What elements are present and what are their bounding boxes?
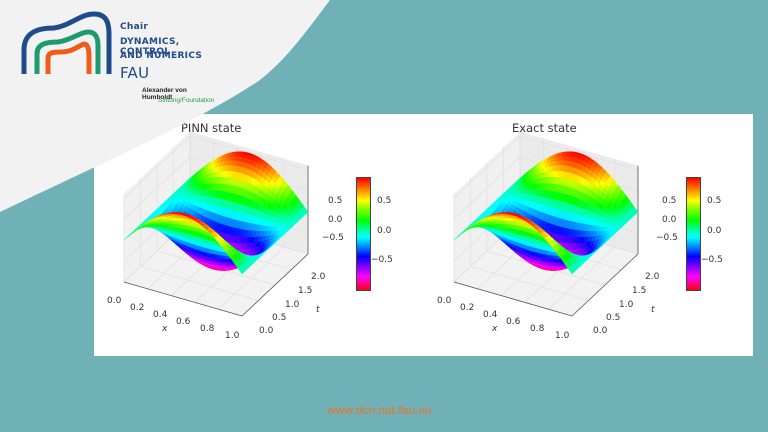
z-tick: 0.0 bbox=[662, 215, 677, 225]
z-tick: −0.5 bbox=[656, 233, 678, 243]
logo-line-fau: FAU bbox=[120, 64, 150, 82]
plot-title: PINN state bbox=[181, 121, 242, 135]
surface-plot-exact bbox=[453, 131, 639, 317]
x-tick: 0.4 bbox=[153, 310, 168, 320]
t-tick: 0.5 bbox=[606, 313, 621, 323]
x-axis-label: x bbox=[162, 324, 168, 334]
surface-plot-pinn bbox=[123, 131, 309, 317]
x-tick: 0.6 bbox=[176, 317, 191, 327]
x-tick: 0.2 bbox=[130, 303, 145, 313]
t-axis-label: t bbox=[316, 305, 320, 315]
dcn-arch-logo-icon bbox=[21, 11, 112, 74]
humboldt-label: Alexander von Humboldt bbox=[142, 87, 187, 101]
colorbar-tick: 0.5 bbox=[377, 196, 392, 206]
x-tick: 0.8 bbox=[200, 324, 215, 334]
colorbar bbox=[686, 177, 701, 291]
logo-line-chair: Chair bbox=[120, 22, 149, 32]
x-tick: 0.4 bbox=[483, 310, 498, 320]
z-tick: 0.0 bbox=[328, 215, 343, 225]
plot-pinn-state: PINN state 0.5 0.0 −0.5 0.0 0.2 0.4 0.6 … bbox=[94, 114, 424, 356]
stiftung-label: Stiftung/Foundation bbox=[158, 97, 215, 104]
z-tick: 0.5 bbox=[662, 196, 677, 206]
t-tick: 0.0 bbox=[593, 326, 608, 336]
t-tick: 2.0 bbox=[645, 272, 660, 282]
x-tick: 0.2 bbox=[460, 303, 475, 313]
colorbar-tick: −0.5 bbox=[371, 255, 393, 265]
z-tick: 0.5 bbox=[328, 196, 343, 206]
t-tick: 1.0 bbox=[619, 300, 634, 310]
t-tick: 1.0 bbox=[285, 300, 300, 310]
t-tick: 0.0 bbox=[259, 326, 274, 336]
colorbar-tick: 0.0 bbox=[377, 226, 392, 236]
t-tick: 1.5 bbox=[298, 286, 313, 296]
logo-line-dynamics: DYNAMICS, CONTROL bbox=[120, 37, 180, 57]
t-tick: 0.5 bbox=[272, 313, 287, 323]
chair-logo: Chair DYNAMICS, CONTROL AND NUMERICS FAU… bbox=[14, 8, 215, 104]
colorbar-tick: 0.5 bbox=[707, 196, 722, 206]
x-tick: 1.0 bbox=[555, 331, 570, 341]
t-tick: 2.0 bbox=[311, 272, 326, 282]
x-tick: 0.6 bbox=[506, 317, 521, 327]
footer-url-link[interactable]: www.dcn.nat.fau.eu bbox=[327, 403, 432, 417]
plot-title: Exact state bbox=[512, 121, 577, 135]
x-tick: 1.0 bbox=[225, 331, 240, 341]
x-axis-label: x bbox=[492, 324, 498, 334]
colorbar-tick: 0.0 bbox=[707, 226, 722, 236]
colorbar bbox=[356, 177, 371, 291]
x-tick: 0.0 bbox=[107, 296, 122, 306]
plot-exact-state: Exact state 0.5 0.0 −0.5 0.0 0.2 0.4 0.6… bbox=[424, 114, 754, 356]
colorbar-tick: −0.5 bbox=[701, 255, 723, 265]
x-tick: 0.0 bbox=[437, 296, 452, 306]
x-tick: 0.8 bbox=[530, 324, 545, 334]
z-tick: −0.5 bbox=[322, 233, 344, 243]
t-axis-label: t bbox=[651, 305, 655, 315]
logo-line-numerics: AND NUMERICS bbox=[120, 51, 203, 61]
t-tick: 1.5 bbox=[632, 286, 647, 296]
